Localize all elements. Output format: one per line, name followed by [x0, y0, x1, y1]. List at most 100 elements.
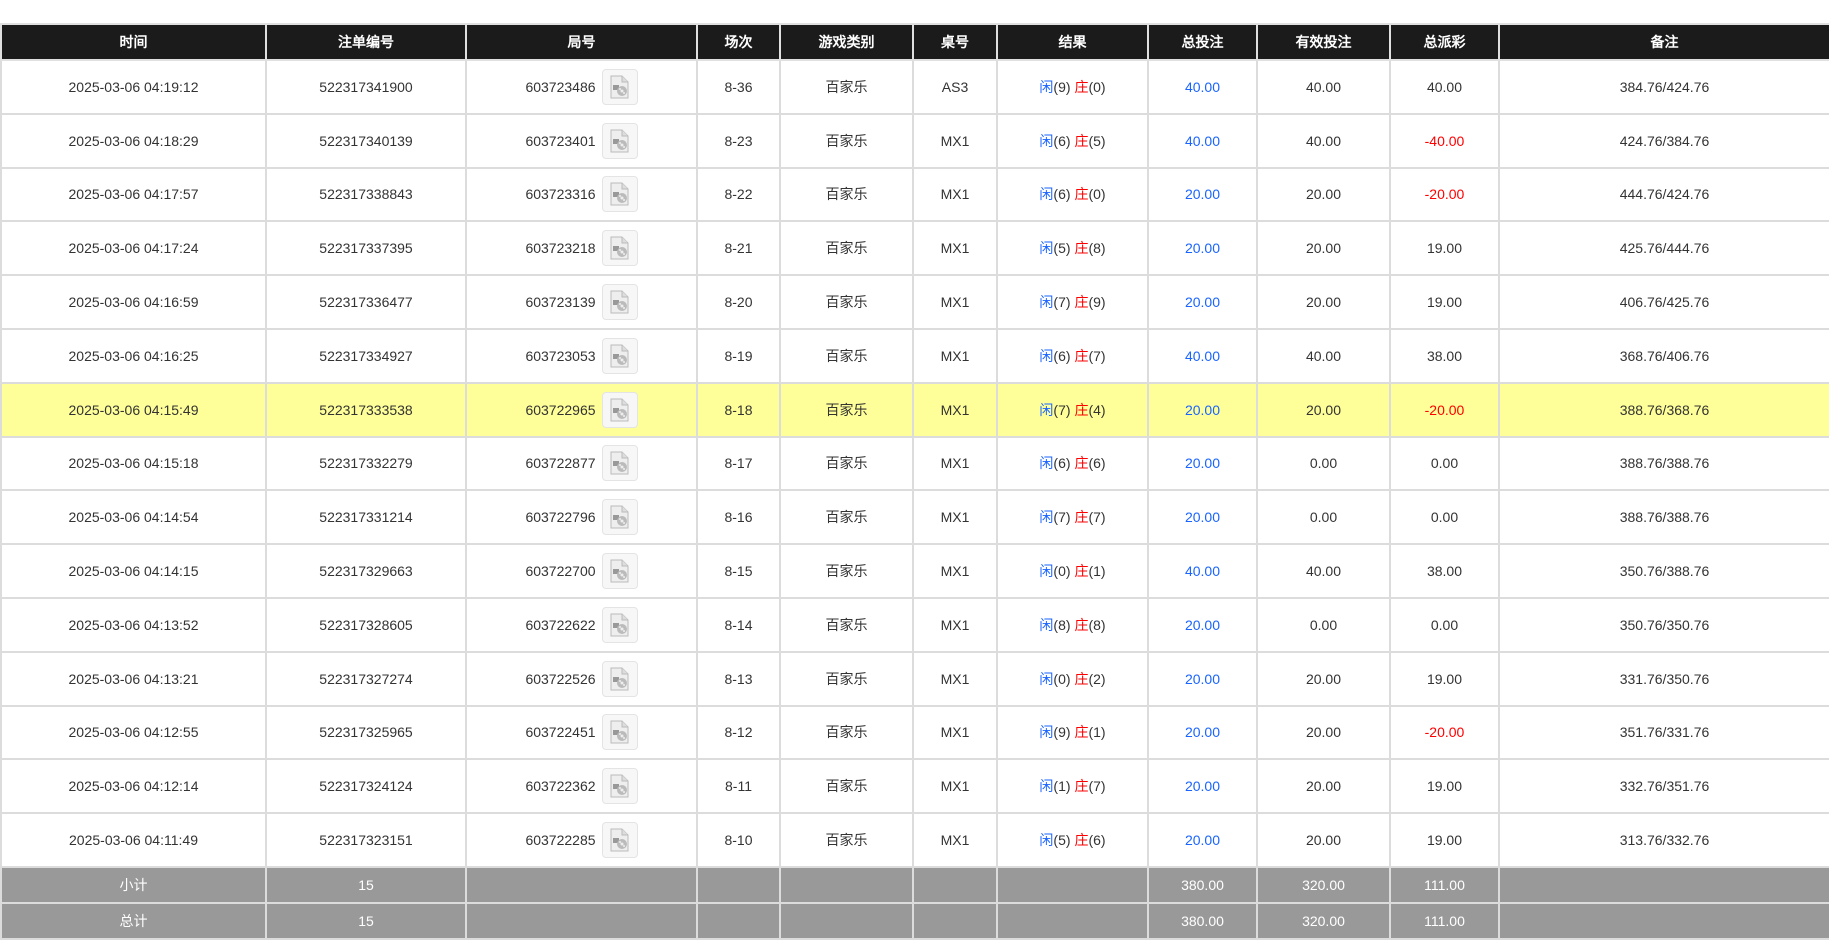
- round-number: 603722622: [525, 616, 596, 633]
- video-replay-icon[interactable]: [601, 230, 638, 267]
- player-score: (6): [1053, 186, 1071, 203]
- result-cell: 闲(6) 庄(0): [996, 166, 1149, 223]
- result-cell: 闲(0) 庄(1): [996, 543, 1149, 599]
- time-cell: 2025-03-06 04:16:59: [0, 274, 267, 330]
- bet-id-cell: 522317337395: [265, 220, 467, 277]
- player-score: (7): [1053, 401, 1071, 418]
- video-replay-icon[interactable]: [601, 606, 638, 643]
- table-row: 2025-03-06 04:17:57 522317338843 603723316…: [0, 166, 1829, 223]
- bet-id-cell: 522317328605: [265, 596, 467, 653]
- video-replay-icon[interactable]: [601, 391, 638, 428]
- banker-label: 庄: [1074, 347, 1089, 364]
- video-replay-icon[interactable]: [601, 122, 638, 159]
- time-cell: 2025-03-06 04:17:24: [0, 220, 267, 277]
- result-cell: 闲(7) 庄(4): [996, 381, 1149, 438]
- header-row: 时间 注单编号 局号 场次 游戏类别 桌号 结果 总投注 有效投注 总派彩 备注: [0, 23, 1829, 61]
- round-cell: 603723218: [465, 220, 698, 277]
- round-cell: 603723139: [465, 274, 698, 330]
- payout-cell: 0.00: [1389, 489, 1500, 546]
- player-label: 闲: [1039, 401, 1054, 418]
- total-bet-cell: 20.00: [1147, 274, 1258, 330]
- table-row: 2025-03-06 04:19:12 522317341900 603723486…: [0, 59, 1829, 115]
- round-number: 603722285: [525, 832, 596, 849]
- video-replay-icon[interactable]: [601, 337, 638, 374]
- valid-bet-cell: 20.00: [1256, 274, 1391, 330]
- note-cell: 388.76/388.76: [1498, 435, 1829, 492]
- result-cell: 闲(7) 庄(9): [996, 274, 1149, 330]
- note-cell: 425.76/444.76: [1498, 220, 1829, 277]
- round-cell: 603723053: [465, 327, 698, 384]
- time-cell: 2025-03-06 04:15:49: [0, 381, 267, 438]
- session-cell: 8-12: [696, 704, 781, 761]
- player-label: 闲: [1039, 616, 1054, 633]
- banker-score: (6): [1088, 832, 1106, 849]
- video-replay-icon[interactable]: [601, 68, 638, 105]
- table-row: 2025-03-06 04:15:49 522317333538 603722965…: [0, 381, 1829, 438]
- player-label: 闲: [1039, 132, 1054, 149]
- note-cell: 388.76/388.76: [1498, 489, 1829, 546]
- result-cell: 闲(8) 庄(8): [996, 596, 1149, 653]
- table-no-cell: MX1: [912, 274, 998, 330]
- banker-score: (7): [1088, 778, 1106, 795]
- session-cell: 8-18: [696, 381, 781, 438]
- time-cell: 2025-03-06 04:12:14: [0, 758, 267, 815]
- game-type-cell: 百家乐: [779, 758, 914, 815]
- valid-bet-cell: 40.00: [1256, 59, 1391, 115]
- player-score: (1): [1053, 778, 1071, 795]
- video-replay-icon[interactable]: [601, 822, 638, 859]
- video-replay-icon[interactable]: [601, 714, 638, 751]
- bet-id-cell: 522317325965: [265, 704, 467, 761]
- video-replay-icon[interactable]: [601, 499, 638, 536]
- column-header-game-type: 游戏类别: [779, 23, 914, 61]
- banker-label: 庄: [1074, 78, 1089, 95]
- video-replay-icon[interactable]: [601, 553, 638, 590]
- total-bet-cell: 20.00: [1147, 596, 1258, 653]
- subtotal-row: 小计 15 380.00 320.00 111.00: [0, 865, 1829, 904]
- player-label: 闲: [1039, 347, 1054, 364]
- round-cell: 603722362: [465, 758, 698, 815]
- game-type-cell: 百家乐: [779, 327, 914, 384]
- video-replay-icon[interactable]: [601, 768, 638, 805]
- banker-score: (2): [1088, 670, 1106, 687]
- banker-score: (6): [1088, 455, 1106, 472]
- video-replay-icon[interactable]: [601, 284, 638, 321]
- column-header-valid-bet: 有效投注: [1256, 23, 1391, 61]
- column-header-table-no: 桌号: [912, 23, 998, 61]
- result-cell: 闲(1) 庄(7): [996, 758, 1149, 815]
- player-score: (0): [1053, 670, 1071, 687]
- game-type-cell: 百家乐: [779, 489, 914, 546]
- player-label: 闲: [1039, 240, 1054, 257]
- player-label: 闲: [1039, 294, 1054, 311]
- player-label: 闲: [1039, 563, 1054, 580]
- table-row: 2025-03-06 04:14:15 522317329663 603722700…: [0, 543, 1829, 599]
- banker-score: (8): [1088, 240, 1106, 257]
- video-replay-icon[interactable]: [601, 660, 638, 697]
- note-cell: 368.76/406.76: [1498, 327, 1829, 384]
- round-cell: 603722877: [465, 435, 698, 492]
- session-cell: 8-14: [696, 596, 781, 653]
- time-cell: 2025-03-06 04:18:29: [0, 112, 267, 169]
- table-row: 2025-03-06 04:11:49 522317323151 603722285…: [0, 812, 1829, 868]
- video-replay-icon[interactable]: [601, 445, 638, 482]
- banker-score: (1): [1088, 563, 1106, 580]
- session-cell: 8-36: [696, 59, 781, 115]
- session-cell: 8-16: [696, 489, 781, 546]
- time-cell: 2025-03-06 04:13:21: [0, 650, 267, 707]
- player-score: (8): [1053, 616, 1071, 633]
- table-row: 2025-03-06 04:15:18 522317332279 603722877…: [0, 435, 1829, 492]
- note-cell: 351.76/331.76: [1498, 704, 1829, 761]
- total-bet-cell: 20.00: [1147, 166, 1258, 223]
- column-header-bet-id: 注单编号: [265, 23, 467, 61]
- valid-bet-cell: 0.00: [1256, 489, 1391, 546]
- game-type-cell: 百家乐: [779, 543, 914, 599]
- total-valid-bet: 320.00: [1256, 901, 1391, 940]
- time-cell: 2025-03-06 04:16:25: [0, 327, 267, 384]
- session-cell: 8-19: [696, 327, 781, 384]
- bet-id-cell: 522317333538: [265, 381, 467, 438]
- total-bet-cell: 20.00: [1147, 489, 1258, 546]
- bet-id-cell: 522317334927: [265, 327, 467, 384]
- result-cell: 闲(0) 庄(2): [996, 650, 1149, 707]
- payout-cell: 19.00: [1389, 274, 1500, 330]
- valid-bet-cell: 40.00: [1256, 543, 1391, 599]
- video-replay-icon[interactable]: [601, 176, 638, 213]
